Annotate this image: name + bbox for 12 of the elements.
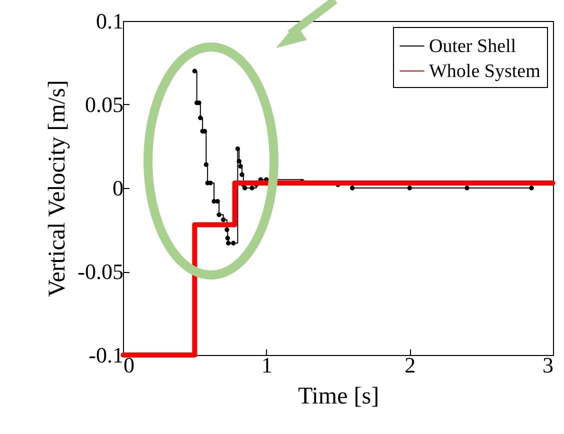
y-tick-label: 0 <box>112 176 124 200</box>
y-tick-label: -0.05 <box>78 259 124 284</box>
x-tick-label: 1 <box>261 352 272 378</box>
y-tick-label: 0.1 <box>96 8 124 34</box>
x-tick-label: 2 <box>404 352 416 378</box>
legend-label: Whole System <box>429 61 541 82</box>
x-axis-title: Time [s] <box>298 384 380 410</box>
x-tick-label: 3 <box>542 352 554 378</box>
y-tick-label: 0.05 <box>85 92 124 117</box>
y-tick-label: -0.1 <box>88 342 124 368</box>
legend-label: Outer Shell <box>429 36 516 57</box>
y-axis-title: Vertical Velocity [m/s] <box>44 80 71 297</box>
